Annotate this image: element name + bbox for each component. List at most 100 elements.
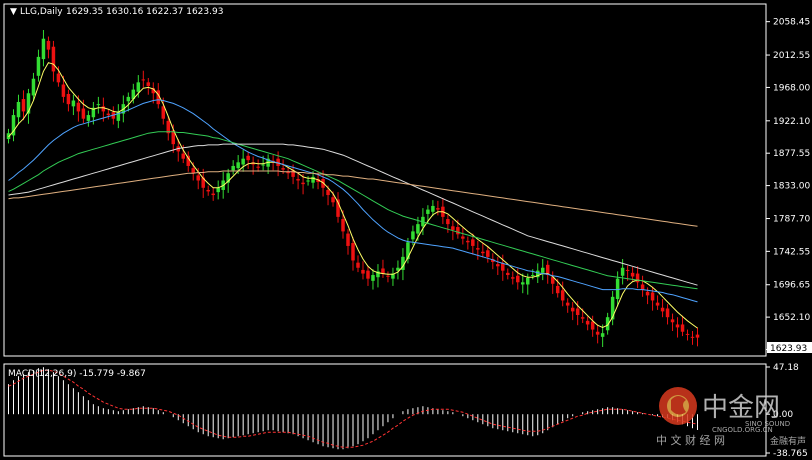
candle-body — [286, 171, 290, 174]
candle-body — [481, 251, 485, 254]
candle-body — [535, 270, 540, 278]
candle-body — [156, 90, 161, 105]
candle-body — [311, 176, 315, 183]
candle-body — [26, 93, 31, 114]
candle-body — [146, 82, 151, 86]
candle-body — [306, 180, 310, 182]
candle-body — [101, 106, 106, 112]
candle-body — [216, 187, 220, 193]
candle-body — [256, 166, 260, 168]
candle-body — [316, 179, 320, 182]
candle-body — [416, 224, 420, 234]
candle-body — [461, 236, 465, 239]
candle-body — [126, 96, 131, 102]
candle-body — [276, 158, 280, 166]
candle-body — [511, 277, 515, 279]
candle-body — [336, 199, 340, 217]
watermark-logo: 中金网 中 文 财 经 网 SINO SOUND CNGOLD.ORG.CN 金… — [656, 387, 806, 447]
moving-average-line — [8, 143, 698, 286]
candle-body — [555, 285, 560, 294]
moving-average-line — [8, 62, 698, 329]
candle-body — [386, 275, 390, 277]
watermark-site: CNGOLD.ORG.CN — [712, 426, 773, 434]
candle-body — [16, 101, 21, 118]
candle-body — [615, 278, 620, 300]
candle-body — [630, 272, 635, 277]
candle-body — [186, 155, 190, 166]
candle-body — [491, 259, 495, 262]
candle-body — [406, 242, 410, 260]
price-tick-label: 1968.00 — [773, 83, 810, 93]
candle-body — [451, 226, 455, 230]
candle-body — [341, 219, 345, 232]
candle-body — [640, 284, 645, 290]
candle-body — [346, 233, 350, 246]
candle-body — [526, 277, 530, 285]
candle-body — [580, 317, 585, 319]
candle-body — [610, 296, 615, 320]
candle-body — [680, 324, 685, 332]
price-axis: 2058.45 2012.55 1968.00 1922.10 1877.55 1833.… — [766, 18, 810, 356]
candle-body — [585, 320, 590, 325]
candle-body — [655, 302, 660, 306]
macd-tick-label: 0.00 — [773, 410, 793, 420]
main-panel-frame — [3, 3, 767, 357]
candle-body — [356, 262, 360, 268]
candle-body — [471, 239, 475, 246]
macd-signal-line — [8, 369, 698, 448]
candle-body — [381, 268, 385, 274]
price-tick-label: 1787.70 — [773, 215, 810, 225]
candle-body — [41, 38, 46, 60]
watermark-brand: 中金网 — [702, 393, 780, 423]
candle-body — [71, 100, 76, 107]
candle-body — [241, 158, 245, 165]
candle-body — [236, 162, 240, 169]
candle-body — [116, 111, 121, 121]
macd-axis: 47.18 0.00 -38.765 — [766, 363, 808, 459]
macd-title: MACD(12,26,9) -15.779 -9.867 — [8, 369, 146, 379]
candle-body — [106, 113, 111, 116]
candle-body — [620, 267, 625, 276]
price-tick-label: 1742.55 — [773, 247, 810, 257]
macd-tick-label: -38.765 — [773, 449, 808, 459]
price-plot — [6, 29, 700, 348]
candle-body — [66, 93, 71, 105]
candle-body — [590, 321, 595, 330]
current-price-marker — [767, 342, 812, 353]
candle-body — [166, 120, 171, 134]
candle-body — [181, 153, 185, 159]
candle-body — [446, 219, 450, 225]
candle-body — [516, 275, 520, 283]
macd-panel-frame — [3, 363, 767, 457]
dropdown-arrow-icon[interactable]: ▼ — [10, 7, 17, 17]
candle-body — [670, 319, 675, 323]
candle-body — [331, 197, 335, 203]
candle-body — [695, 334, 700, 338]
candle-body — [51, 46, 56, 72]
candle-body — [361, 269, 365, 274]
candle-body — [411, 231, 415, 240]
watermark-sub: 中 文 财 经 网 — [656, 433, 725, 447]
candle-body — [540, 267, 545, 273]
candle-body — [376, 271, 380, 278]
candle-body — [675, 324, 680, 328]
candle-body — [396, 267, 400, 271]
price-tick-label: 1922.10 — [773, 117, 810, 127]
candle-body — [605, 317, 610, 331]
candle-body — [231, 165, 235, 171]
candle-body — [501, 263, 505, 271]
moving-average-line — [8, 131, 698, 290]
candle-body — [351, 243, 355, 261]
candle-body — [96, 104, 101, 106]
candle-body — [141, 79, 146, 81]
candle-body — [635, 273, 640, 283]
price-tick-label: 1877.55 — [773, 149, 810, 159]
candle-body — [171, 130, 176, 145]
candle-body — [476, 248, 480, 250]
candle-body — [161, 106, 166, 119]
price-tick-label: 2012.55 — [773, 51, 810, 61]
candle-body — [36, 56, 41, 76]
watermark-tag2: 金融有声 — [770, 435, 806, 447]
candle-body — [575, 308, 580, 316]
